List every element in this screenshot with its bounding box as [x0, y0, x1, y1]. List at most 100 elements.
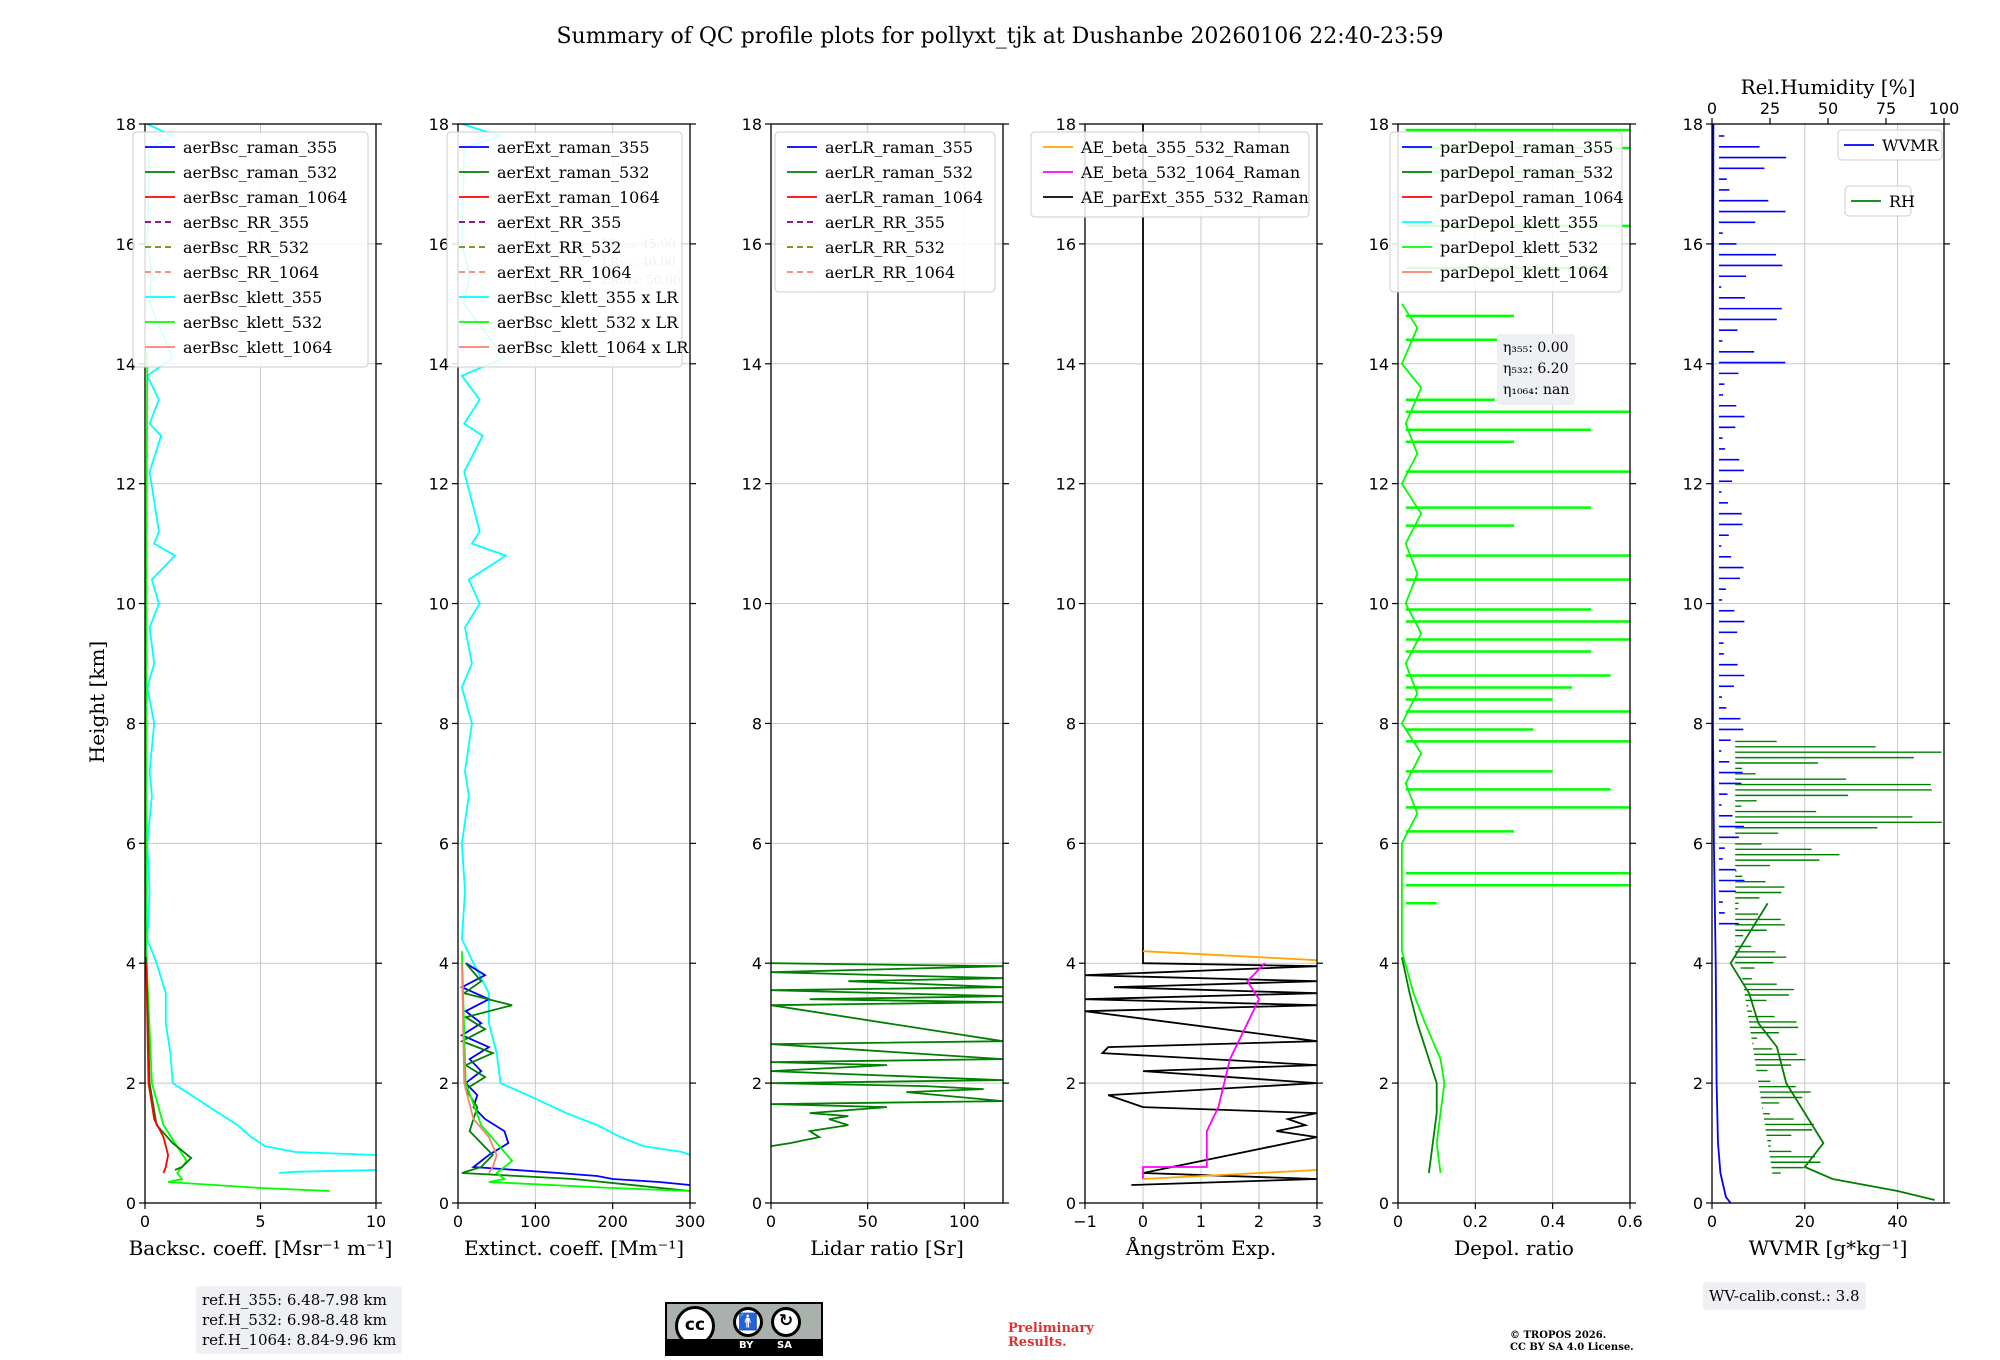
y-tick-label: 18: [116, 115, 136, 134]
preliminary-line-2: Results.: [1008, 1335, 1067, 1350]
y-tick-label: 0: [1693, 1194, 1703, 1213]
y-tick-label: 8: [439, 714, 449, 733]
axes-frame: [457, 123, 691, 1204]
y-tick-label: 0: [439, 1194, 449, 1213]
y-tick-label: 14: [1683, 355, 1703, 374]
top-x-tick-label: 100: [1929, 99, 1960, 118]
legend-box: [1837, 129, 1943, 161]
legend-label: aerLR_RR_1064: [825, 263, 955, 282]
y-tick-label: 2: [1066, 1074, 1076, 1093]
series-line-pardepol-klett-532: [1400, 303, 1446, 1174]
series-line-ae-beta-355-532-raman-low: [1142, 1169, 1317, 1180]
series-line-aerbsc-klett-532: [145, 351, 330, 1192]
legend-label: aerExt_RR_1064: [497, 263, 632, 282]
series-line-ae-beta-532-1064-raman: [1142, 962, 1266, 1179]
y-tick-label: 2: [1379, 1074, 1389, 1093]
legend-label: aerBsc_RR_355: [183, 213, 309, 232]
y-tick-label: 6: [752, 834, 762, 853]
legend-label: aerLR_raman_532: [825, 163, 973, 182]
cc-by-label: BY: [739, 1340, 754, 1351]
series-line-wvmr: [1712, 124, 1732, 1203]
series-line-aerbsc-raman-532: [145, 957, 193, 1171]
cc-sa-label: SA: [777, 1340, 792, 1351]
y-tick-label: 18: [1056, 115, 1076, 134]
y-axis-label: Height [km]: [85, 641, 109, 763]
x-tick-label: 0.6: [1617, 1212, 1642, 1231]
y-tick-label: 12: [429, 475, 449, 494]
copyright-line-1: © TROPOS 2026.: [1510, 1330, 1607, 1341]
y-tick-label: 8: [752, 714, 762, 733]
y-tick-label: 8: [126, 714, 136, 733]
series-line-aerext-raman-355: [459, 962, 690, 1186]
legend-label: aerExt_RR_355: [497, 213, 621, 232]
x-tick-label: 300: [675, 1212, 706, 1231]
eta-532: η₅₃₂: 6.20: [1503, 361, 1569, 377]
y-tick-label: 10: [1683, 595, 1703, 614]
x-tick-label: 3: [1312, 1212, 1322, 1231]
x-tick-label: 200: [597, 1212, 628, 1231]
y-tick-label: 4: [126, 954, 136, 973]
x-tick-label: 0: [1138, 1212, 1148, 1231]
y-tick-label: 2: [752, 1074, 762, 1093]
x-tick-label: 0: [140, 1212, 150, 1231]
legend-box: [774, 131, 996, 293]
share-alike-icon: ↻: [771, 1307, 801, 1337]
series-line-aerbsc-raman-1064: [145, 963, 170, 1174]
x-tick-label: 0: [453, 1212, 463, 1231]
top-x-axis-label: Rel.Humidity [%]: [1741, 75, 1916, 99]
legend-label: aerExt_raman_532: [497, 163, 650, 182]
cc-license-badge: cc 🚹 ↻ BY SA: [665, 1302, 823, 1356]
legend-label: aerLR_RR_355: [825, 213, 945, 232]
eta-1064: η₁₀₆₄: nan: [1503, 382, 1570, 398]
series-line-rh: [1729, 902, 1935, 1201]
y-tick-label: 4: [1693, 954, 1703, 973]
y-tick-label: 2: [1693, 1074, 1703, 1093]
y-tick-label: 10: [1056, 595, 1076, 614]
y-tick-label: 12: [116, 475, 136, 494]
x-axis-label: Lidar ratio [Sr]: [810, 1236, 964, 1260]
series-line-aerlr-raman-532: [771, 962, 1003, 1147]
legend-label: aerBsc_klett_355: [183, 288, 322, 307]
panel-ext: 0 100 200 300 0 2 4 6 8 10 12 14 16 18 Extinct. coeff.…: [429, 115, 706, 1260]
x-axis-label: Depol. ratio: [1454, 1236, 1574, 1260]
y-tick-label: 10: [742, 595, 762, 614]
panel-lr: 0 50 100 0 2 4 6 8 10 12 14 16 18 Lidar ratio [Sr] aer…: [742, 115, 1009, 1260]
y-tick-label: 4: [1066, 954, 1076, 973]
legend-label: aerBsc_RR_1064: [183, 263, 319, 282]
legend-label: parDepol_klett_532: [1440, 238, 1598, 257]
eta-355: η₃₅₅: 0.00: [1503, 340, 1569, 356]
y-tick-label: 10: [1369, 595, 1389, 614]
panel-bsc: 0 5 10 0 2 4 6 8 10 12 14 16 18 Backsc. coeff. [Msr⁻¹…: [116, 115, 393, 1260]
legend-label: parDepol_klett_1064: [1440, 263, 1609, 282]
panel-wv: 0 20 40 0 2 4 6 8 10 12 14 16 18 WVMR [g*kg⁻¹] 0 25 50 75…: [1683, 75, 1960, 1260]
reference-height-532: ref.H_532: 6.98-8.48 km: [202, 1311, 387, 1329]
preliminary-note: Preliminary Results.: [1008, 1322, 1094, 1350]
y-tick-label: 16: [1683, 235, 1703, 254]
legend-label: RH: [1889, 192, 1915, 211]
attribution-icon: 🚹: [733, 1307, 763, 1337]
x-tick-label: 0.2: [1463, 1212, 1488, 1231]
legend-box: [446, 131, 683, 368]
x-tick-label: 0: [1393, 1212, 1403, 1231]
x-axis-label: Ångström Exp.: [1125, 1235, 1276, 1260]
y-tick-label: 8: [1379, 714, 1389, 733]
copyright-note: © TROPOS 2026. CC BY SA 4.0 License.: [1510, 1330, 1634, 1354]
y-tick-label: 12: [1056, 475, 1076, 494]
legend-label: aerExt_RR_532: [497, 238, 621, 257]
y-tick-label: 4: [439, 954, 449, 973]
y-tick-label: 18: [1369, 115, 1389, 134]
x-tick-label: 10: [366, 1212, 386, 1231]
series-line-aerbsc-klett-532 x lr: [461, 951, 690, 1192]
y-tick-label: 14: [116, 355, 136, 374]
legend-label: aerExt_raman_355: [497, 138, 650, 157]
x-tick-label: −1: [1073, 1212, 1097, 1231]
legend-label: AE_beta_355_532_Raman: [1080, 138, 1290, 157]
y-tick-label: 6: [439, 834, 449, 853]
legend-label: aerBsc_RR_532: [183, 238, 309, 257]
legend-label: aerBsc_raman_532: [183, 163, 337, 182]
top-x-tick-label: 25: [1760, 99, 1780, 118]
y-tick-label: 16: [429, 235, 449, 254]
legend-label: aerBsc_klett_1064: [183, 338, 332, 357]
y-tick-label: 6: [1693, 834, 1703, 853]
